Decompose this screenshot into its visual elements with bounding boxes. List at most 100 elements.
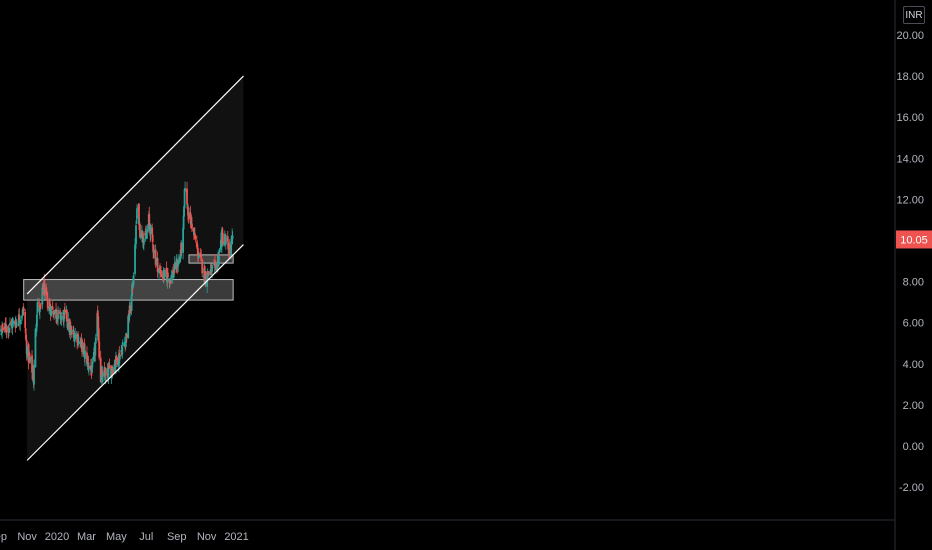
candle-body (216, 260, 219, 272)
candle-body (81, 339, 83, 353)
candle-body (169, 279, 172, 284)
candle-body (13, 321, 16, 325)
candle-body (158, 269, 160, 274)
candle-body (84, 351, 87, 353)
candle-body (2, 327, 4, 331)
candle-body (53, 309, 56, 313)
candle-body (68, 319, 71, 335)
candle-body (87, 358, 89, 362)
candle-body (153, 250, 156, 254)
candle-body (226, 236, 229, 242)
candle-body (17, 324, 20, 326)
candle-body (131, 284, 133, 297)
candle-body (180, 243, 183, 251)
candle-body (186, 204, 189, 207)
candle-body (207, 270, 210, 275)
candle-body (125, 333, 128, 342)
candle-body (108, 364, 111, 369)
time-tick-label: Nov (17, 531, 37, 543)
candle-body (75, 333, 78, 337)
candle-body (52, 315, 55, 318)
candle-body (38, 306, 41, 313)
candle-body (228, 244, 231, 254)
candle-body (52, 310, 55, 315)
price-tick-label: 14.00 (896, 153, 924, 165)
resistance-zone (188, 254, 234, 264)
candle-body (22, 308, 25, 311)
candle-body (141, 232, 144, 240)
trend-lines[interactable] (26, 75, 244, 461)
time-axis[interactable]: Sep Nov 2020 Mar May Jul Sep Nov 2021 (0, 531, 249, 543)
candle-body (113, 363, 116, 373)
candle-body (5, 324, 7, 332)
candle-body (134, 244, 137, 247)
candle-body (29, 357, 32, 359)
candle-body (105, 373, 107, 375)
candle-body (142, 238, 145, 245)
currency-button[interactable]: INR (903, 6, 925, 24)
zones (23, 254, 234, 301)
candle-body (183, 206, 185, 217)
candle-body (33, 365, 35, 385)
candle-body (121, 343, 124, 345)
candle-body (138, 203, 140, 225)
price-tick-label: 0.00 (903, 441, 924, 453)
price-tick-label: 18.00 (896, 71, 924, 83)
last-price-marker: 10.05 (896, 230, 932, 249)
candle-body (39, 304, 42, 309)
candle-body (221, 233, 224, 244)
candle-body (124, 340, 127, 346)
candle-body (169, 278, 172, 280)
candle-body (14, 321, 17, 326)
candle-body (148, 223, 151, 228)
time-tick-label: Nov (197, 531, 217, 543)
candle-body (190, 216, 193, 223)
candle-body (154, 249, 157, 265)
candle-body (117, 353, 120, 367)
candle-body (80, 339, 82, 345)
candle-body (193, 232, 196, 235)
candle-body (57, 309, 59, 319)
candle-body (191, 223, 193, 229)
candle-body (134, 244, 136, 274)
time-tick-label: 2021 (224, 531, 248, 543)
candle-body (138, 221, 141, 223)
candle-body (94, 345, 97, 356)
candle-body (97, 328, 100, 342)
candle-body (98, 341, 101, 358)
candle-body (84, 350, 86, 359)
price-tick-label: 20.00 (896, 30, 924, 42)
candle-body (91, 361, 94, 368)
time-tick-label: Sep (0, 531, 7, 543)
candle-body (121, 346, 124, 355)
candle-body (20, 317, 23, 319)
upper-channel-line (26, 75, 244, 295)
candle-body (116, 357, 119, 366)
candle-body (220, 229, 223, 247)
candle-body (148, 213, 151, 222)
candle-body (46, 296, 49, 297)
candle-body (83, 343, 86, 356)
candle-body (63, 312, 65, 322)
candle-body (77, 334, 80, 345)
candle-body (1, 324, 4, 328)
candle-body (45, 288, 48, 292)
candle-body (146, 229, 149, 232)
candle-body (96, 313, 99, 337)
candle-body (195, 242, 198, 248)
candle-body (15, 321, 18, 323)
candle-body (8, 327, 11, 330)
candle-body (96, 312, 99, 318)
candle-body (110, 367, 113, 379)
candle-body (168, 278, 171, 281)
candle-body (48, 303, 51, 305)
candle-body (128, 316, 131, 321)
candle-body (87, 362, 90, 368)
candle-body (43, 279, 46, 296)
candle-body (225, 238, 228, 240)
time-tick-label: Mar (77, 531, 96, 543)
price-tick-label: 2.00 (903, 400, 924, 412)
candle-body (139, 224, 141, 238)
